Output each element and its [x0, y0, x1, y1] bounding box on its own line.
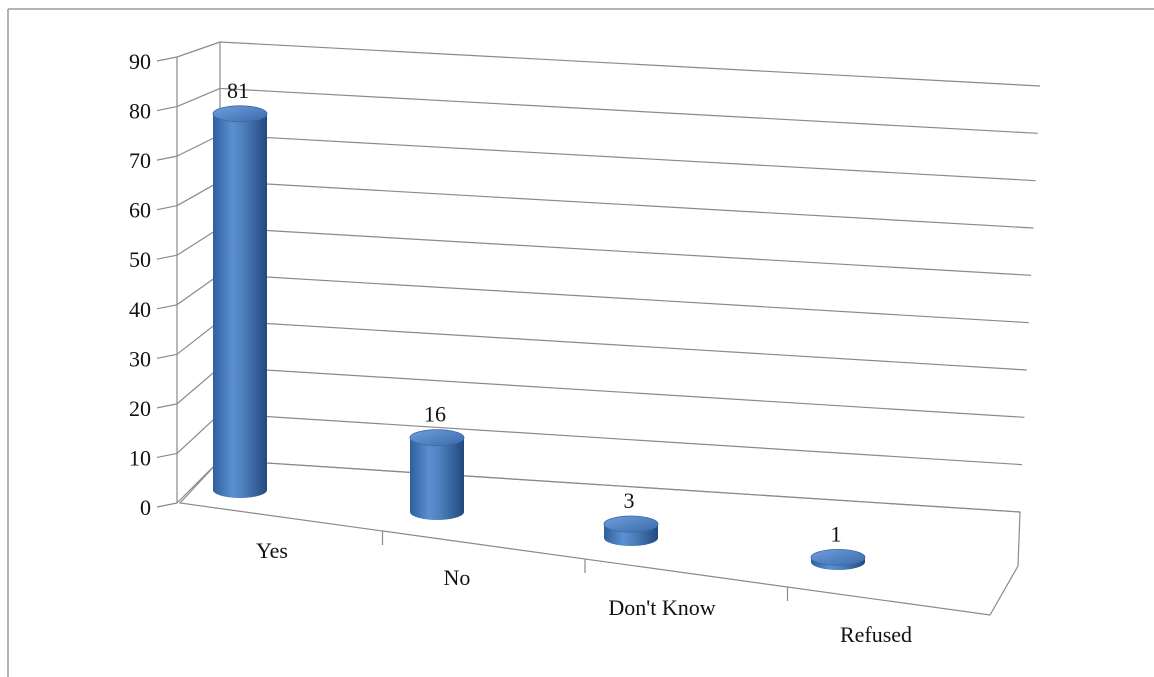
- floor-outline: [178, 459, 1021, 616]
- y-tick-mark: [156, 205, 178, 211]
- y-tick-label: 40: [129, 297, 151, 322]
- gridline: [219, 41, 1041, 87]
- side-gridline: [176, 41, 221, 58]
- y-tick-mark: [156, 56, 178, 62]
- side-gridline: [176, 134, 221, 157]
- category-label: Refused: [840, 622, 912, 647]
- category-label: No: [444, 565, 471, 590]
- y-tick-mark: [156, 155, 178, 161]
- bar-no: [409, 429, 465, 520]
- side-gridline: [176, 180, 221, 207]
- bar-top: [212, 105, 268, 123]
- y-tick-mark: [156, 304, 178, 310]
- data-label: 81: [227, 78, 249, 103]
- side-gridline: [176, 227, 221, 256]
- y-tick-label: 20: [129, 396, 151, 421]
- y-tick-mark: [156, 502, 178, 508]
- y-tick-mark: [156, 105, 178, 112]
- data-label: 1: [831, 521, 842, 546]
- gridline: [219, 320, 1027, 371]
- data-label: 3: [624, 488, 635, 513]
- y-tick-mark: [156, 353, 178, 359]
- y-tick-mark: [156, 254, 178, 260]
- bar-refused: [810, 548, 866, 570]
- side-gridline: [176, 87, 221, 108]
- y-tick-label: 30: [129, 346, 151, 371]
- gridlines: [176, 41, 1041, 513]
- gridline: [219, 273, 1029, 324]
- axes: [156, 42, 1021, 616]
- category-labels: Yes No Don't Know Refused: [256, 538, 912, 647]
- bar-yes: [212, 105, 268, 499]
- y-tick-labels: 0 10 20 30 40 50 60 70 80 90: [129, 49, 151, 520]
- bar-top: [409, 429, 465, 447]
- data-labels: 81 16 3 1: [227, 78, 842, 547]
- y-tick-label: 60: [129, 198, 151, 223]
- bar-top: [603, 515, 659, 533]
- gridline: [219, 134, 1036, 182]
- bars: [212, 105, 866, 570]
- gridline: [219, 366, 1025, 418]
- y-tick-label: 70: [129, 148, 151, 173]
- side-gridline: [176, 320, 221, 355]
- y-tick-label: 80: [129, 99, 151, 124]
- y-tick-mark: [156, 452, 178, 459]
- category-label: Don't Know: [608, 595, 715, 620]
- y-tick-label: 50: [129, 247, 151, 272]
- bar-don-t-know: [603, 515, 659, 546]
- y-tick-label: 10: [129, 445, 151, 470]
- bar-top: [810, 548, 866, 566]
- gridline: [219, 87, 1038, 134]
- gridline: [219, 412, 1023, 466]
- y-tick-label: 0: [140, 495, 151, 520]
- y-tick-mark: [156, 403, 178, 409]
- data-label: 16: [424, 402, 446, 427]
- side-gridline: [176, 413, 221, 454]
- bar-body: [213, 113, 267, 499]
- gridline: [219, 227, 1032, 276]
- side-gridline: [176, 273, 221, 306]
- gridline: [219, 180, 1034, 229]
- y-tick-label: 90: [129, 49, 151, 74]
- bar-body: [410, 437, 464, 520]
- category-label: Yes: [256, 538, 288, 563]
- side-gridline: [176, 366, 221, 405]
